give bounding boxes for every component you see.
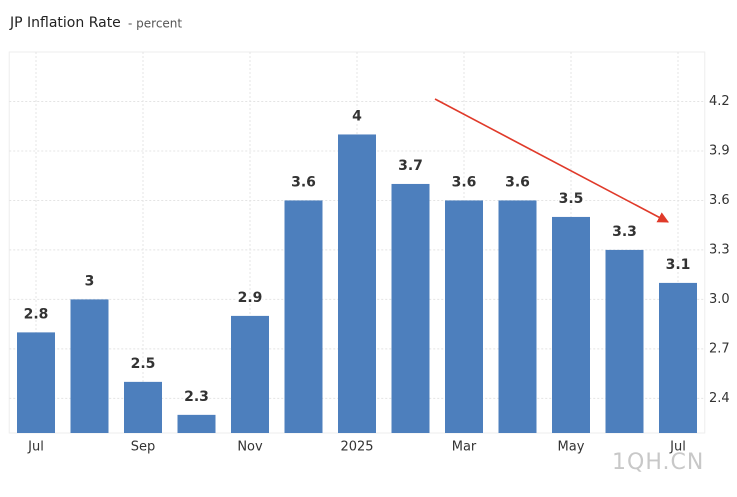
data-label: 3 [85,273,95,289]
x-tick-label: Jul [669,440,686,455]
trend-arrow [434,98,669,223]
chart-title: JP Inflation Rate [9,15,121,31]
x-tick-label: Mar [452,440,477,455]
bar [124,381,162,433]
chart-subtitle: - percent [128,17,182,31]
data-label: 2.9 [238,290,263,306]
bar [177,414,216,433]
bar [391,183,430,433]
x-tick-label: Nov [237,440,263,455]
bar [338,134,376,433]
y-tick-label: 3.9 [709,143,730,158]
data-label: 3.1 [666,257,691,273]
bar [70,299,109,433]
bar [231,315,269,433]
data-label: 3.7 [398,158,423,174]
bar [605,249,644,433]
bar [659,282,697,433]
watermark: 1QH.CN [612,450,704,475]
bar [445,200,483,433]
x-tick-label: Jul [27,440,44,455]
bar [552,216,590,433]
y-tick-label: 2.4 [709,391,730,406]
data-label: 4 [352,108,362,124]
data-label: 2.5 [131,356,156,372]
y-tick-label: 4.2 [709,94,730,109]
data-label: 2.3 [184,389,209,405]
data-label: 3.6 [505,174,530,190]
data-label: 3.3 [612,224,637,240]
x-tick-label: Sep [131,440,156,455]
y-tick-label: 3.3 [709,242,730,257]
data-label: 3.6 [452,174,477,190]
bar [498,200,537,433]
data-label: 3.6 [291,174,316,190]
x-tick-label: 2025 [340,440,373,455]
x-tick-label: May [558,440,585,455]
data-label: 3.5 [559,191,584,207]
bar [17,332,55,433]
y-tick-label: 3.0 [709,292,730,307]
data-label: 2.8 [24,306,49,322]
y-tick-label: 3.6 [709,193,730,208]
plot-area: 2.4 2.7 3.0 3.3 3.6 3.9 4.2 Jul 2.8 3 Sep 2.5 2.3 Nov… [8,51,730,455]
bar [284,200,323,433]
y-tick-label: 2.7 [709,341,730,356]
